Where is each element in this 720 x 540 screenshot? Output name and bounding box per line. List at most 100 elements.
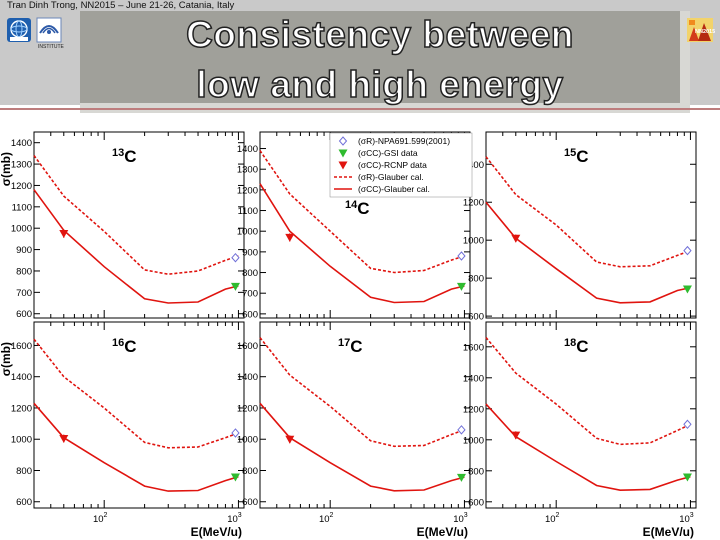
- legend-label: (σCC)-GSI data: [358, 148, 418, 158]
- panel-label: 16C: [112, 337, 137, 356]
- legend: (σR)-NPA691.599(2001) (σCC)-GSI data (σCC)…: [329, 132, 473, 198]
- legend-marker-triangle: [338, 149, 348, 158]
- panel-frame: [33, 321, 245, 509]
- y-tick-label: 1200: [463, 198, 484, 209]
- y-tick-label: 1400: [237, 372, 258, 383]
- y-tick-label: 1300: [237, 165, 258, 176]
- npa-data-point: [457, 425, 466, 435]
- npa-data-point: [457, 251, 466, 261]
- x-tick-label: 102: [545, 512, 560, 525]
- reaction-glauber-curve: [33, 338, 239, 449]
- gsi-data-point: [456, 282, 466, 291]
- gsi-data-point: [682, 473, 692, 482]
- nn2015-logo-icon: [687, 18, 713, 42]
- reaction-glauber-curve: [485, 156, 691, 268]
- legend-marker-triangle: [338, 161, 348, 170]
- npa-data-point: [231, 428, 240, 438]
- reaction-glauber-curve: [259, 337, 465, 448]
- y-tick-label: 900: [242, 247, 258, 258]
- y-tick-label: 800: [242, 466, 258, 477]
- y-tick-label: 1200: [463, 404, 484, 415]
- cc-glauber-curve: [259, 183, 465, 304]
- npa-data-point: [683, 419, 692, 430]
- y-tick-label: 1000: [237, 435, 258, 446]
- panel-frame: [259, 321, 471, 509]
- y-tick-label: 1200: [11, 403, 32, 414]
- panel-13C: 600 700 800 900 1000 1100 1200 1300 1400 13C: [11, 131, 245, 320]
- y-axis-title: σ(mb): [0, 342, 13, 376]
- x-tick-label: 102: [319, 512, 334, 525]
- reaction-glauber-curve: [33, 155, 239, 276]
- gsi-data-point: [682, 285, 692, 294]
- y-tick-label: 900: [16, 245, 32, 256]
- y-tick-label: 600: [468, 497, 484, 508]
- cross-section-figure: 600 700 800 900 1000 1100 1200 1300 1400 13C 600 70…: [0, 131, 697, 539]
- logo-left-2-text: INSTITUTE: [38, 44, 64, 50]
- x-tick-label: 103: [453, 512, 468, 525]
- x-tick-label: 103: [227, 512, 242, 525]
- logo-left-1: [6, 17, 32, 43]
- rcnp-data-point: [59, 434, 69, 443]
- y-tick-label: 800: [16, 266, 32, 277]
- x-axis-title: E(MeV/u): [417, 525, 468, 539]
- y-tick-label: 800: [242, 268, 258, 279]
- y-tick-label: 600: [242, 309, 258, 320]
- x-tick-label: 103: [679, 512, 694, 525]
- vinatom-logo-2-icon: [36, 17, 62, 43]
- y-tick-label: 800: [16, 466, 32, 477]
- panel-label: 14C: [345, 199, 370, 218]
- slide-caption: Tran Dinh Trong, NN2015 – June 21-26, Ca…: [7, 0, 235, 11]
- reaction-glauber-curve: [259, 150, 465, 274]
- cc-glauber-curve: [485, 403, 691, 492]
- y-tick-label: 1400: [11, 138, 32, 149]
- cc-glauber-curve: [33, 189, 239, 304]
- legend-label: (σCC)-Glauber cal.: [358, 184, 430, 194]
- logo-right: [686, 17, 714, 43]
- y-tick-label: 700: [242, 289, 258, 300]
- y-tick-label: 600: [242, 497, 258, 508]
- legend-marker-diamond: [338, 136, 348, 146]
- legend-box: [329, 132, 473, 198]
- x-axis-title: E(MeV/u): [191, 525, 242, 539]
- y-tick-label: 600: [468, 312, 484, 323]
- vinatom-logo-icon: [7, 18, 31, 42]
- rcnp-data-point: [511, 431, 521, 440]
- panel-frame: [33, 131, 245, 319]
- y-tick-label: 1400: [237, 144, 258, 155]
- gsi-data-point: [230, 282, 240, 291]
- legend-label: (σR)-Glauber cal.: [358, 172, 424, 182]
- y-tick-label: 1000: [463, 236, 484, 247]
- panel-15C: 600 800 1000 1200 1400 15C: [463, 131, 697, 323]
- legend-label: (σR)-NPA691.599(2001): [358, 136, 450, 146]
- panel-label: 17C: [338, 337, 363, 356]
- y-tick-label: 1100: [238, 206, 258, 217]
- y-tick-label: 600: [16, 309, 32, 320]
- gsi-data-point: [230, 473, 240, 482]
- x-axis-title: E(MeV/u): [643, 525, 694, 539]
- npa-data-point: [683, 245, 692, 256]
- y-tick-label: 1000: [463, 435, 484, 446]
- y-tick-label: 1300: [11, 160, 32, 171]
- cc-glauber-curve: [259, 402, 465, 492]
- panel-label: 18C: [564, 337, 589, 356]
- logo-right-text: NN2015: [695, 29, 716, 35]
- logo-left-2: [36, 17, 62, 43]
- y-tick-label: 1200: [237, 403, 258, 414]
- accent-line: [0, 108, 720, 110]
- cc-glauber-curve: [33, 402, 239, 492]
- legend-label: (σCC)-RCNP data: [358, 160, 427, 170]
- panel-label: 15C: [564, 147, 589, 166]
- y-tick-label: 1200: [11, 181, 32, 192]
- y-tick-label: 1600: [11, 341, 32, 352]
- rcnp-data-point: [285, 233, 295, 242]
- y-tick-label: 600: [16, 497, 32, 508]
- rcnp-data-point: [59, 230, 69, 239]
- npa-data-point: [231, 252, 240, 263]
- y-tick-label: 1000: [237, 227, 258, 238]
- y-tick-label: 1000: [11, 435, 32, 446]
- x-tick-label: 102: [93, 512, 108, 525]
- panel-frame: [485, 131, 697, 319]
- rcnp-data-point: [511, 234, 521, 243]
